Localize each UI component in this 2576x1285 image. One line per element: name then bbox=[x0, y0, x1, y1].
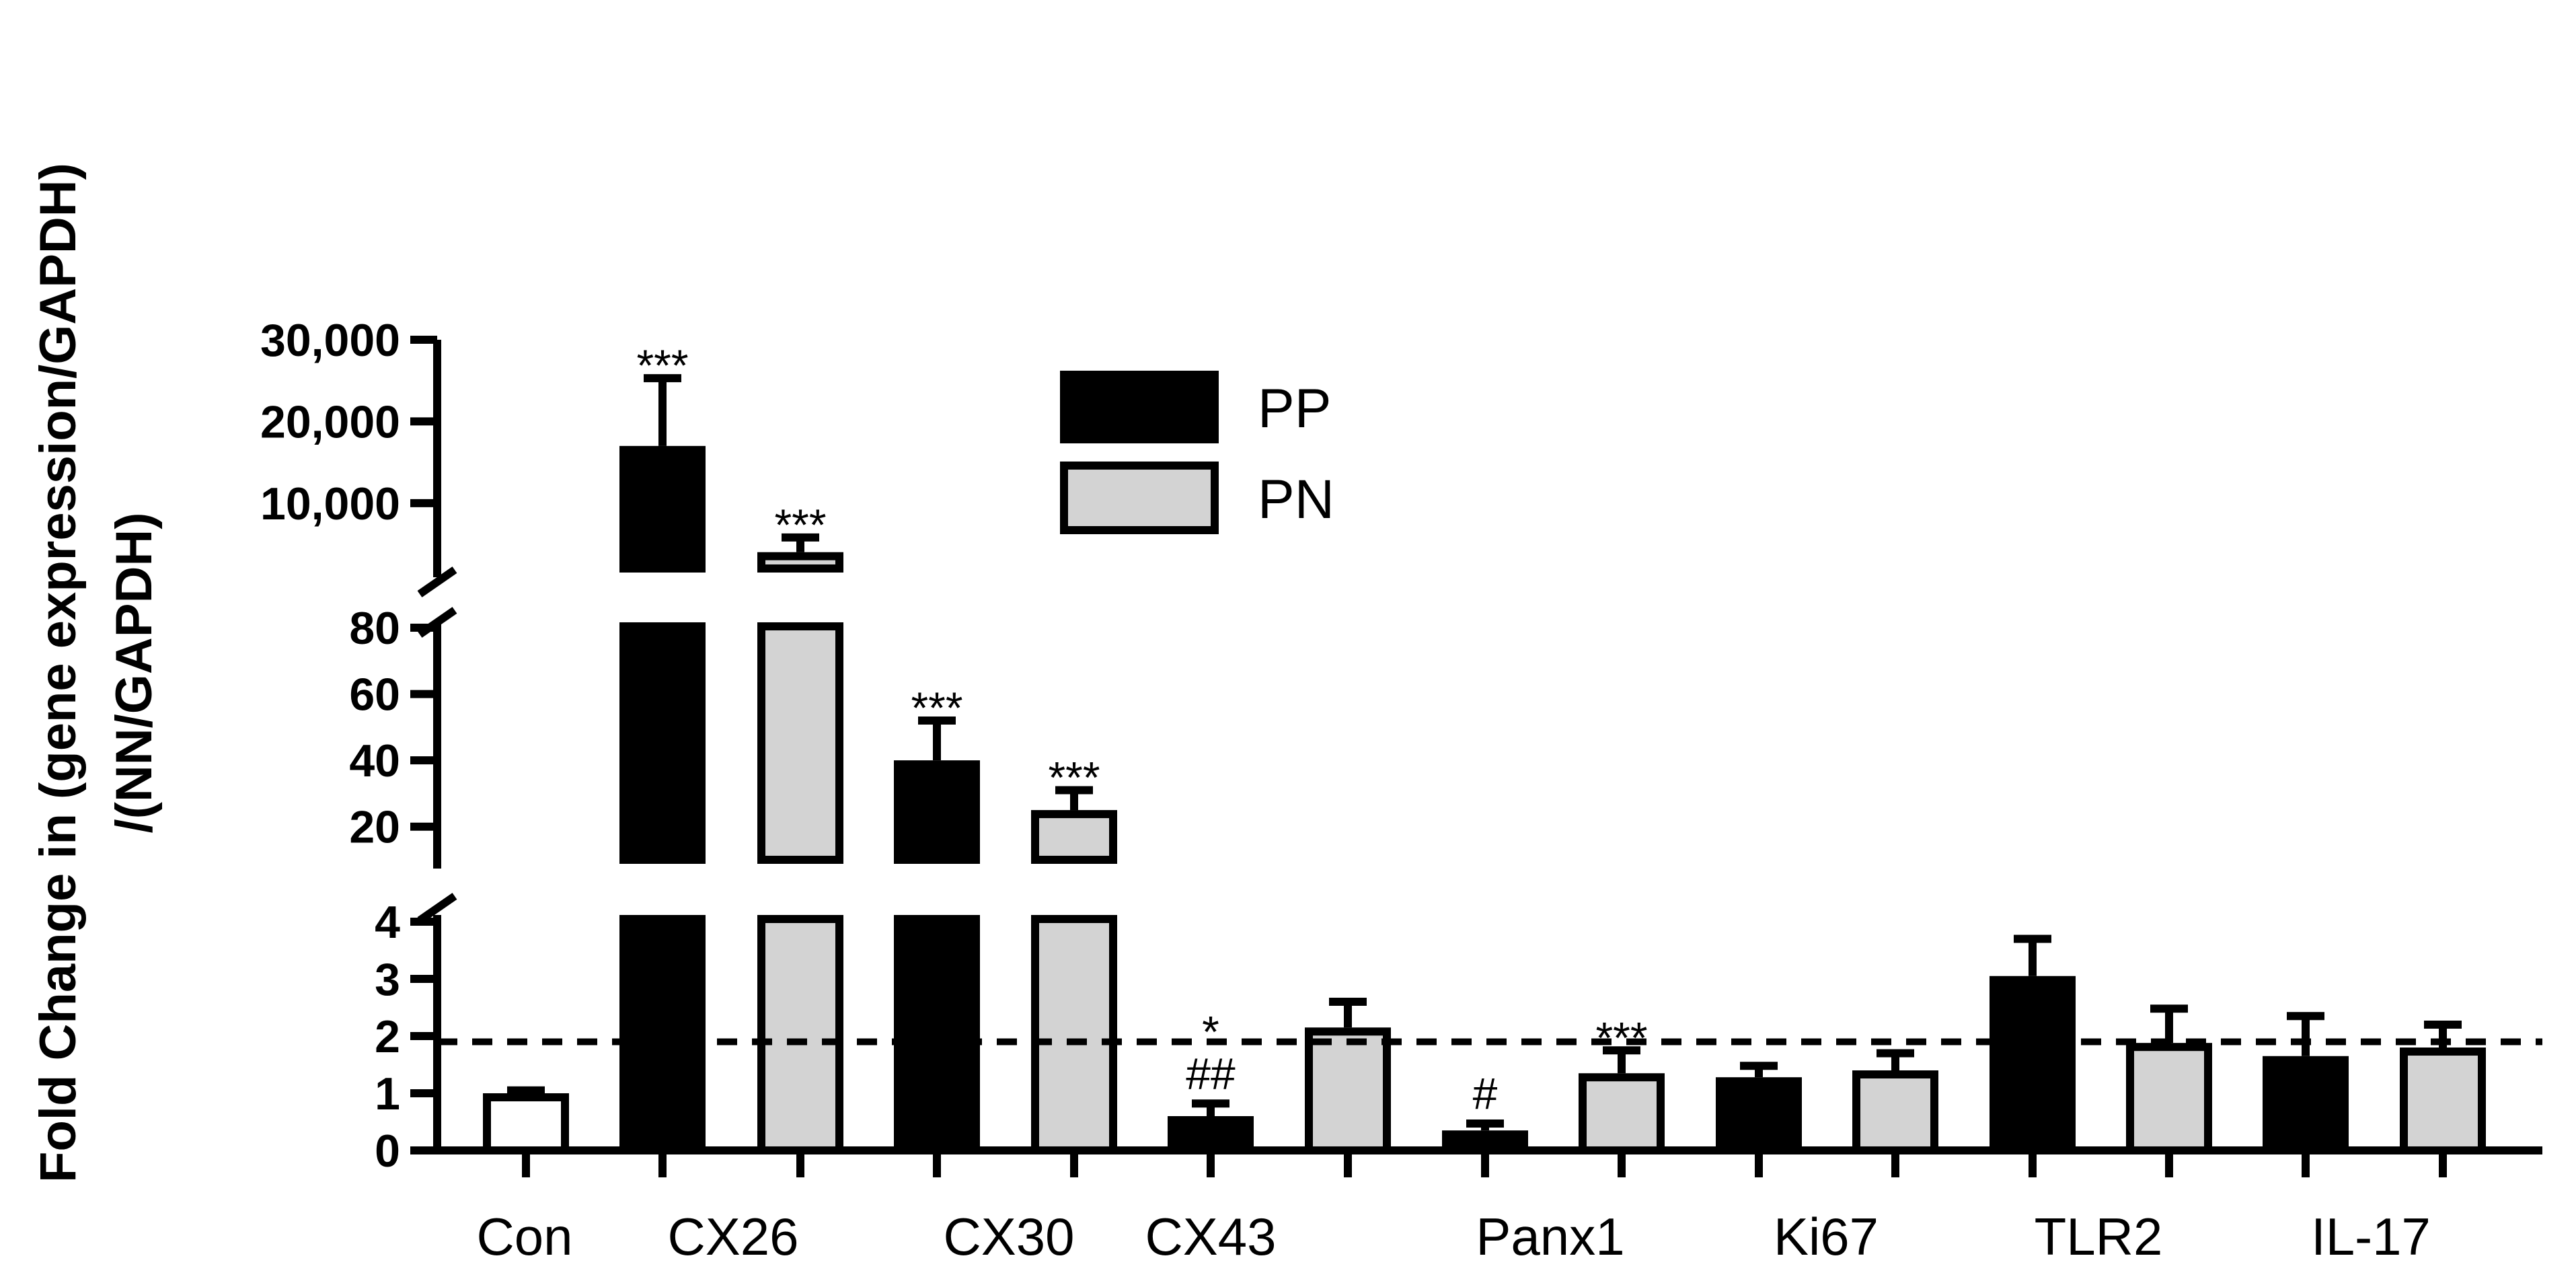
bar-Panx1-PP bbox=[1442, 1130, 1528, 1154]
y-tick-label: 20,000 bbox=[260, 396, 400, 447]
y-axis-title-line2: /(NN/GAPDH) bbox=[106, 512, 163, 833]
bar-CX30-PP bbox=[894, 760, 980, 864]
x-category-label: TLR2 bbox=[2035, 1207, 2163, 1266]
bar-CX26-PN bbox=[757, 552, 843, 573]
y-axis-title: Fold Change in (gene expression/GAPDH) /… bbox=[30, 163, 163, 1183]
x-category-label: Ki67 bbox=[1774, 1207, 1879, 1266]
y-tick-label: 20 bbox=[349, 802, 400, 853]
bar-TLR2-PP bbox=[1990, 976, 2076, 1154]
bar-CX30-PN bbox=[1031, 915, 1117, 1154]
bar-CX26-PP bbox=[619, 915, 706, 1154]
significance-mark: *** bbox=[1048, 753, 1100, 803]
bar-CX26-PP bbox=[619, 445, 706, 573]
bar-CX30-PN bbox=[1031, 810, 1117, 864]
x-category-label: CX43 bbox=[1145, 1207, 1276, 1266]
bar-TLR2-PN bbox=[2126, 1043, 2212, 1154]
bars bbox=[483, 374, 2486, 1154]
bar-CX26-PN bbox=[757, 915, 843, 1154]
x-category-label: IL-17 bbox=[2311, 1207, 2431, 1266]
bar-CX43-PP bbox=[1168, 1116, 1254, 1154]
y-tick-label: 60 bbox=[349, 669, 400, 721]
bar-IL-17-PP bbox=[2263, 1056, 2349, 1154]
x-category-label: Con bbox=[476, 1207, 572, 1266]
bar-CX43-PN bbox=[1305, 1027, 1391, 1154]
x-category-label: Panx1 bbox=[1476, 1207, 1624, 1266]
legend-label-PP: PP bbox=[1258, 378, 1331, 439]
y-tick-label: 0 bbox=[375, 1126, 400, 1177]
axis-break-mark bbox=[417, 566, 457, 597]
bar-Panx1-PN bbox=[1579, 1073, 1665, 1154]
y-tick-label: 30,000 bbox=[260, 315, 400, 366]
y-tick-label: 3 bbox=[375, 954, 400, 1005]
significance-mark: *** bbox=[636, 340, 688, 390]
legend-swatch-PN bbox=[1060, 462, 1219, 534]
bar-CX26-PN bbox=[757, 622, 843, 864]
y-tick-label: 4 bbox=[375, 897, 400, 948]
x-category-label: CX30 bbox=[943, 1207, 1074, 1266]
bar-IL-17-PN bbox=[2400, 1048, 2486, 1154]
legend-swatch-PP bbox=[1060, 371, 1219, 443]
bar-Ki67-PN bbox=[1852, 1070, 1938, 1154]
legend-label-PN: PN bbox=[1258, 469, 1334, 530]
y-tick-label: 40 bbox=[349, 735, 400, 786]
bar-Ki67-PP bbox=[1716, 1077, 1802, 1154]
bar-CX30-PP bbox=[894, 915, 980, 1154]
y-tick-label: 80 bbox=[349, 603, 400, 654]
significance-mark: *** bbox=[1595, 1013, 1647, 1062]
y-tick-label: 10,000 bbox=[260, 478, 400, 529]
significance-mark: *** bbox=[911, 683, 962, 733]
axis-break-mark bbox=[417, 893, 457, 924]
bar-CX26-PP bbox=[619, 622, 706, 864]
y-axis-title-line1: Fold Change in (gene expression/GAPDH) bbox=[30, 163, 87, 1183]
significance-mark: *** bbox=[774, 500, 826, 550]
significance-mark: ## bbox=[1186, 1048, 1236, 1098]
y-tick-label: 2 bbox=[375, 1011, 400, 1062]
significance-annotations: *** *** *** *** ##* # *** bbox=[636, 340, 1647, 1118]
significance-mark: * bbox=[1202, 1006, 1219, 1056]
bar-Con-Con bbox=[483, 1093, 569, 1154]
x-category-label: CX26 bbox=[667, 1207, 798, 1266]
y-tick-label: 1 bbox=[375, 1068, 400, 1119]
significance-mark: # bbox=[1473, 1068, 1498, 1118]
x-axis-category-labels: Con CX26 CX30 CX43 Panx1 Ki67 TLR2 IL-17 bbox=[476, 1150, 2447, 1266]
legend: PP PN bbox=[1060, 371, 1334, 534]
